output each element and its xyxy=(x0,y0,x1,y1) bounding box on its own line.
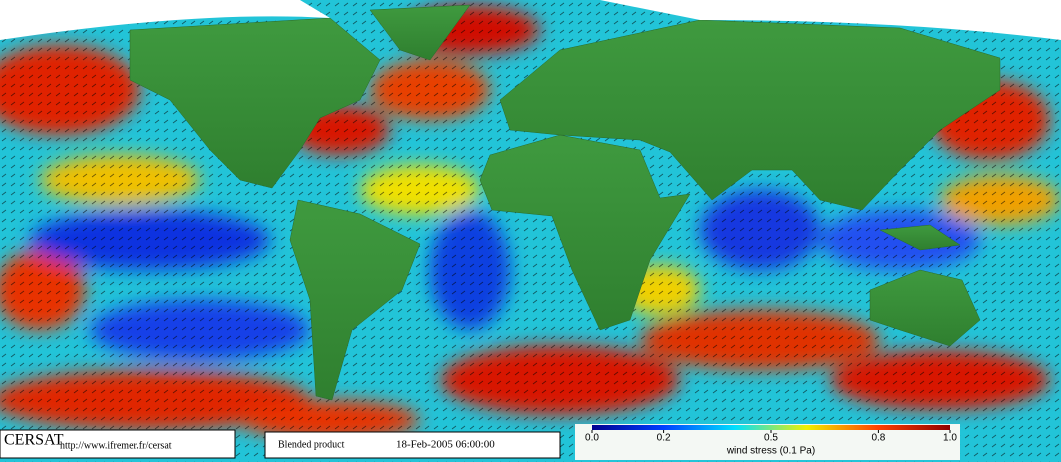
land xyxy=(129,4,1001,401)
shape xyxy=(879,224,961,251)
shape xyxy=(869,269,981,347)
colorbar-tick-label: 0.8 xyxy=(871,433,885,444)
colorbar-tick-label: 0.2 xyxy=(657,433,671,444)
shape xyxy=(129,17,381,189)
colorbar xyxy=(592,425,950,430)
colorbar-tick-label: 0.5 xyxy=(764,433,778,444)
ice xyxy=(0,0,1061,40)
date: 18-Feb-2005 06:00:00 xyxy=(396,439,495,451)
shape xyxy=(369,4,471,61)
url: http://www.ifremer.fr/cersat xyxy=(60,440,172,451)
shape xyxy=(289,199,421,401)
colorbar-label: wind stress (0.1 Pa) xyxy=(726,446,815,457)
colorbar-tick-label: 0.0 xyxy=(585,433,599,444)
product: Blended product xyxy=(278,439,345,450)
url-box xyxy=(0,429,236,459)
product-box xyxy=(264,431,561,459)
shape xyxy=(479,134,691,331)
logo: CERSAT xyxy=(4,432,64,449)
shape xyxy=(499,19,1001,211)
colorbar-tick-label: 1.0 xyxy=(943,433,957,444)
